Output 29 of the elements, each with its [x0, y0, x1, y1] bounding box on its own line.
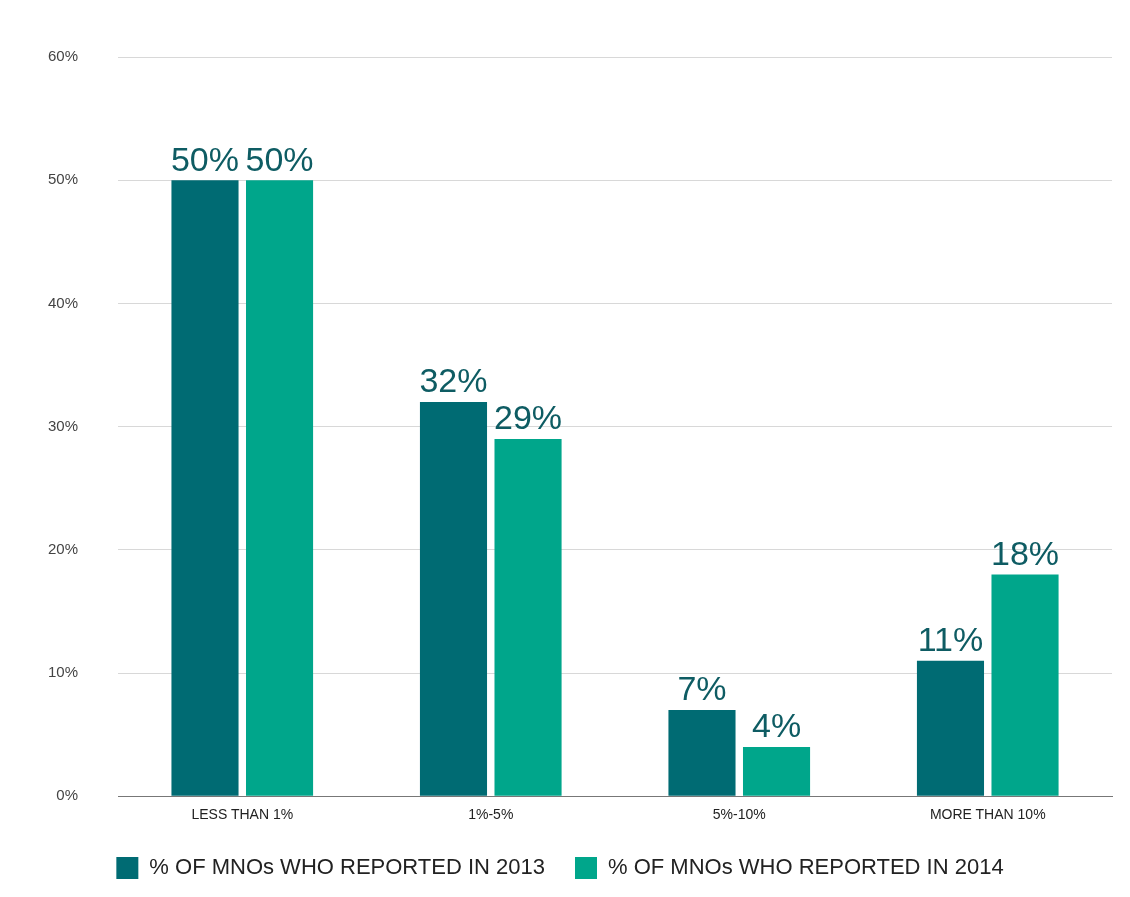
data-label: 32% [419, 361, 488, 400]
y-tick-label: 50% [47, 170, 79, 188]
bar [171, 180, 239, 796]
bar [916, 660, 985, 796]
bar [742, 746, 811, 796]
bar [991, 574, 1059, 796]
data-label: 4% [751, 706, 802, 745]
data-label: 18% [991, 533, 1060, 572]
legend-label: % OF MNOs WHO REPORTED IN 2013 [149, 854, 545, 880]
bar [246, 180, 314, 796]
data-label: 11% [917, 620, 984, 659]
x-tick-label: 1%-5% [468, 806, 514, 823]
bar [419, 401, 488, 796]
y-tick-label: 10% [47, 663, 79, 681]
data-label: 50% [170, 139, 240, 178]
data-label: 50% [245, 139, 314, 178]
bar [668, 709, 736, 796]
y-tick-label: 20% [47, 539, 79, 557]
data-label: 29% [494, 398, 563, 437]
x-tick-label: LESS THAN 1% [191, 806, 294, 823]
x-tick-label: 5%-10% [712, 806, 766, 823]
data-label: 7% [677, 669, 727, 708]
legend-label: % OF MNOs WHO REPORTED IN 2014 [608, 854, 1004, 880]
y-tick-label: 0% [56, 786, 79, 804]
y-tick-label: 60% [47, 47, 79, 65]
x-tick-label: MORE THAN 10% [929, 806, 1046, 823]
bar [494, 438, 562, 796]
y-tick-label: 40% [47, 293, 79, 311]
y-tick-label: 30% [47, 416, 79, 434]
